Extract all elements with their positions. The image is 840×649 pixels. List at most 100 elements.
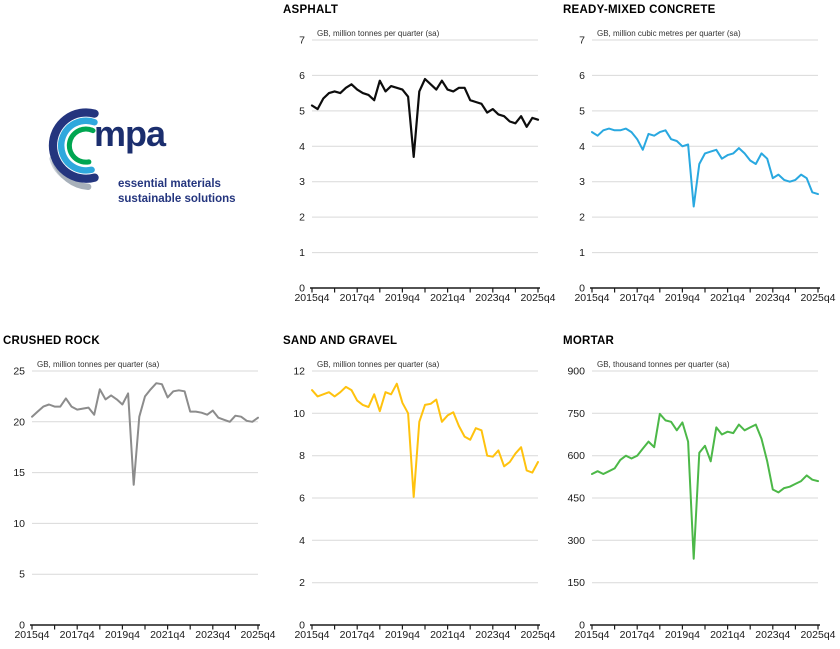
x-tick-label: 2019q4 — [105, 629, 140, 641]
y-tick-label: 2 — [299, 212, 305, 224]
data-line — [31, 382, 259, 486]
y-tick-label: 7 — [299, 35, 305, 47]
logo-arc-blue — [57, 117, 98, 174]
y-tick-label: 0 — [579, 620, 585, 632]
x-tick-label: 2019q4 — [385, 292, 420, 304]
y-tick-label: 6 — [579, 70, 585, 82]
y-tick-label: 7 — [579, 35, 585, 47]
x-tick-label: 2015q4 — [574, 629, 609, 641]
y-tick-label: 6 — [299, 70, 305, 82]
y-tick-label: 15 — [13, 467, 25, 479]
x-tick-label: 2025q4 — [520, 292, 555, 304]
mpa-logo: mpa essential materials sustainable solu… — [40, 104, 250, 222]
y-tick-label: 10 — [13, 518, 25, 530]
chart-title-sand-and-gravel: SAND AND GRAVEL — [283, 335, 398, 347]
y-tick-label: 150 — [567, 577, 585, 589]
x-tick-label: 2021q4 — [430, 292, 465, 304]
chart-subtitle: GB, thousand tonnes per quarter (sa) — [597, 360, 730, 369]
chart-cell-crushed-rock: CRUSHED ROCK 0 5 10 15 20 25 GB, million tonne… — [0, 324, 280, 649]
y-tick-label: 4 — [299, 141, 305, 153]
y-tick-label: 2 — [299, 577, 305, 589]
logo-tagline-2: sustainable solutions — [118, 193, 236, 205]
x-tick-label: 2023q4 — [475, 629, 510, 641]
chart-subtitle: GB, million tonnes per quarter (sa) — [37, 360, 160, 369]
y-tick-label: 10 — [293, 408, 305, 420]
x-tick-label: 2021q4 — [710, 629, 745, 641]
y-tick-label: 1 — [579, 247, 585, 259]
data-line — [591, 412, 819, 560]
y-tick-label: 0 — [299, 620, 305, 632]
chart-title-asphalt: ASPHALT — [283, 4, 339, 16]
data-line — [591, 127, 819, 208]
x-tick-label: 2019q4 — [665, 292, 700, 304]
y-tick-label: 0 — [299, 283, 305, 295]
chart-canvas-mortar: 0 150 300 450 600 750 900 GB, thousand tonnes p… — [567, 360, 835, 641]
chart-canvas-ready-mixed-concrete: 0 1 2 3 4 5 6 7 GB, million cubic metres per qua… — [574, 29, 835, 304]
y-tick-label: 5 — [579, 105, 585, 117]
chart-canvas-asphalt: 0 1 2 3 4 5 6 7 GB, million tonnes per quarter (… — [294, 29, 555, 304]
y-tick-label: 0 — [19, 620, 25, 632]
y-tick-label: 5 — [299, 105, 305, 117]
logo-cell: mpa essential materials sustainable solu… — [0, 0, 280, 324]
x-tick-label: 2021q4 — [150, 629, 185, 641]
x-tick-label: 2015q4 — [14, 629, 49, 641]
x-tick-label: 2023q4 — [195, 629, 230, 641]
y-tick-label: 0 — [579, 283, 585, 295]
x-tick-label: 2015q4 — [294, 292, 329, 304]
chart-cell-asphalt: ASPHALT 0 1 2 3 4 5 6 7 GB, million tonnes per q… — [280, 0, 560, 324]
x-tick-label: 2017q4 — [340, 292, 375, 304]
x-tick-label: 2015q4 — [574, 292, 609, 304]
x-tick-label: 2019q4 — [385, 629, 420, 641]
chart-title-crushed-rock: CRUSHED ROCK — [3, 335, 100, 347]
chart-canvas-crushed-rock: 0 5 10 15 20 25 GB, million tonnes per quarter… — [13, 360, 275, 641]
x-tick-label: 2017q4 — [620, 629, 655, 641]
data-line — [311, 382, 539, 498]
logo-tagline-1: essential materials — [118, 178, 221, 190]
chart-cell-sand-and-gravel: SAND AND GRAVEL 0 2 4 6 8 10 12 GB, million ton… — [280, 324, 560, 649]
chart-canvas-sand-and-gravel: 0 2 4 6 8 10 12 GB, million tonnes per quarter … — [293, 360, 555, 641]
y-tick-label: 1 — [299, 247, 305, 259]
logo-arc-green — [66, 126, 96, 165]
x-tick-label: 2023q4 — [755, 629, 790, 641]
chart-cell-mortar: MORTAR 0 150 300 450 600 750 900 GB, thousand t… — [560, 324, 840, 649]
chart-subtitle: GB, million tonnes per quarter (sa) — [317, 360, 440, 369]
x-tick-label: 2025q4 — [800, 629, 835, 641]
y-tick-label: 450 — [567, 493, 585, 505]
x-tick-label: 2023q4 — [755, 292, 790, 304]
chart-title-mortar: MORTAR — [563, 335, 615, 347]
chart-title-ready-mixed-concrete: READY-MIXED CONCRETE — [563, 4, 716, 16]
x-tick-label: 2025q4 — [800, 292, 835, 304]
y-tick-label: 2 — [579, 212, 585, 224]
y-tick-label: 8 — [299, 450, 305, 462]
logo-brand-text: mpa — [94, 113, 166, 154]
x-tick-label: 2019q4 — [665, 629, 700, 641]
logo-arc-navy — [48, 108, 99, 183]
y-tick-label: 20 — [13, 416, 25, 428]
x-tick-label: 2017q4 — [340, 629, 375, 641]
y-tick-label: 3 — [299, 176, 305, 188]
x-tick-label: 2021q4 — [710, 292, 745, 304]
mpa-logo-arcs-icon — [48, 108, 99, 191]
chart-subtitle: GB, million cubic metres per quarter (sa… — [597, 29, 741, 38]
y-tick-label: 300 — [567, 535, 585, 547]
y-tick-label: 3 — [579, 176, 585, 188]
y-tick-label: 25 — [13, 366, 25, 378]
y-tick-label: 4 — [579, 141, 585, 153]
x-tick-label: 2025q4 — [240, 629, 275, 641]
y-tick-label: 900 — [567, 366, 585, 378]
chart-subtitle: GB, million tonnes per quarter (sa) — [317, 29, 440, 38]
x-tick-label: 2021q4 — [430, 629, 465, 641]
y-tick-label: 600 — [567, 450, 585, 462]
x-tick-label: 2017q4 — [60, 629, 95, 641]
y-tick-label: 12 — [293, 366, 305, 378]
data-line — [310, 77, 540, 158]
x-tick-label: 2015q4 — [294, 629, 329, 641]
x-tick-label: 2023q4 — [475, 292, 510, 304]
y-tick-label: 4 — [299, 535, 305, 547]
x-tick-label: 2025q4 — [520, 629, 555, 641]
y-tick-label: 750 — [567, 408, 585, 420]
chart-cell-ready-mixed-concrete: READY-MIXED CONCRETE 0 1 2 3 4 5 6 7 GB, million… — [560, 0, 840, 324]
x-tick-label: 2017q4 — [620, 292, 655, 304]
y-tick-label: 5 — [19, 569, 25, 581]
